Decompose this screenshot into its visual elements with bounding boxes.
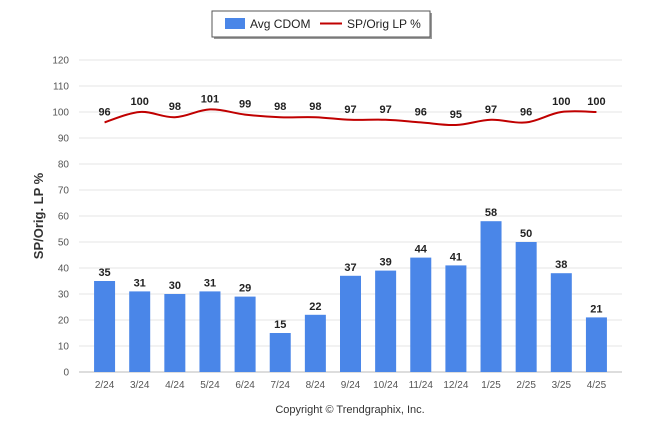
bar (129, 291, 151, 372)
bar-data-label: 38 (555, 259, 567, 271)
x-tick-label: 2/24 (95, 380, 115, 391)
copyright-text: Copyright © Trendgraphix, Inc. (275, 404, 424, 416)
bar (340, 275, 361, 372)
x-tick-label: 1/25 (481, 380, 501, 391)
bar (550, 273, 572, 372)
bar-data-label: 37 (344, 262, 356, 274)
bar-data-label: 21 (590, 303, 602, 315)
x-tick-label: 4/25 (587, 380, 607, 391)
x-axis-ticks: 2/24 3/24 4/24 5/24 6/24 7/24 8/24 9/24 10/24 11/… (95, 380, 607, 391)
bar (480, 221, 502, 372)
bar-data-label: 31 (134, 277, 146, 289)
legend-bar-label: Avg CDOM (250, 17, 310, 31)
bar-data-label: 29 (239, 283, 251, 295)
bar-data-label: 44 (415, 244, 428, 256)
x-tick-label: 4/24 (165, 380, 185, 391)
line-data-label: 100 (552, 96, 570, 108)
bar (199, 291, 221, 372)
x-tick-label: 11/24 (409, 380, 434, 391)
line-data-label: 98 (274, 101, 286, 113)
line-data-label: 100 (587, 96, 605, 108)
bar (269, 333, 291, 372)
x-tick-label: 5/24 (200, 380, 220, 391)
line-data-label: 98 (169, 101, 181, 113)
bar-data-label: 30 (169, 280, 181, 292)
bar-data-label: 50 (520, 228, 532, 240)
y-tick-label: 40 (58, 264, 70, 275)
y-tick-label: 0 (63, 368, 69, 379)
bar (94, 281, 116, 372)
bar (164, 294, 186, 372)
line-data-label: 101 (201, 93, 219, 105)
legend: Avg CDOM SP/Orig LP % (211, 10, 432, 39)
line-data-label: 99 (239, 99, 251, 111)
bar-data-label: 35 (98, 267, 110, 279)
y-axis-ticks: 0 10 20 30 40 50 60 70 80 90 100 110 120 (52, 56, 69, 379)
bar (410, 257, 432, 372)
x-tick-label: 6/24 (235, 380, 255, 391)
bar-data-label: 15 (274, 319, 286, 331)
x-tick-label: 10/24 (373, 380, 398, 391)
line-data-label: 100 (131, 96, 149, 108)
x-tick-label: 3/24 (130, 380, 150, 391)
bar-series: 35 31 30 31 29 15 22 37 39 44 41 58 50 38 21 (94, 207, 607, 372)
legend-line-label: SP/Orig LP % (347, 17, 421, 31)
bar (234, 296, 256, 372)
line-data-label: 95 (450, 109, 462, 121)
y-tick-label: 50 (58, 238, 70, 249)
line-series: 96 100 98 101 99 98 98 97 97 96 95 97 96 100 100 (98, 93, 606, 127)
y-tick-label: 100 (52, 108, 69, 119)
y-tick-label: 70 (58, 186, 70, 197)
bar-data-label: 41 (450, 251, 462, 263)
y-tick-label: 80 (58, 160, 70, 171)
line-data-label: 97 (344, 104, 356, 116)
y-tick-label: 20 (58, 316, 70, 327)
y-tick-label: 10 (58, 342, 70, 353)
bar-data-label: 58 (485, 207, 497, 219)
bar-data-label: 22 (309, 301, 321, 313)
line-data-label: 96 (520, 106, 532, 118)
line-data-label: 96 (415, 106, 427, 118)
y-axis-label: SP/Orig. LP % (31, 172, 46, 259)
bar-data-label: 31 (204, 277, 216, 289)
y-tick-label: 110 (53, 82, 69, 93)
bar (445, 265, 467, 372)
x-tick-label: 7/24 (270, 380, 290, 391)
y-tick-label: 30 (58, 290, 70, 301)
bar (304, 314, 326, 372)
y-tick-label: 120 (52, 56, 69, 67)
x-tick-label: 8/24 (306, 380, 326, 391)
bar-data-label: 39 (380, 257, 392, 269)
x-tick-label: 12/24 (443, 380, 468, 391)
y-tick-label: 90 (58, 134, 70, 145)
bar (585, 317, 607, 372)
x-tick-label: 9/24 (341, 380, 361, 391)
line-data-label: 96 (98, 106, 110, 118)
line-data-label: 97 (485, 104, 497, 116)
legend-bar-swatch (225, 18, 245, 29)
x-tick-label: 3/25 (552, 380, 572, 391)
bar (375, 270, 397, 372)
line-data-label: 97 (380, 104, 392, 116)
bar (515, 242, 537, 372)
y-tick-label: 60 (58, 212, 70, 223)
x-tick-label: 2/25 (516, 380, 536, 391)
line-data-label: 98 (309, 101, 321, 113)
